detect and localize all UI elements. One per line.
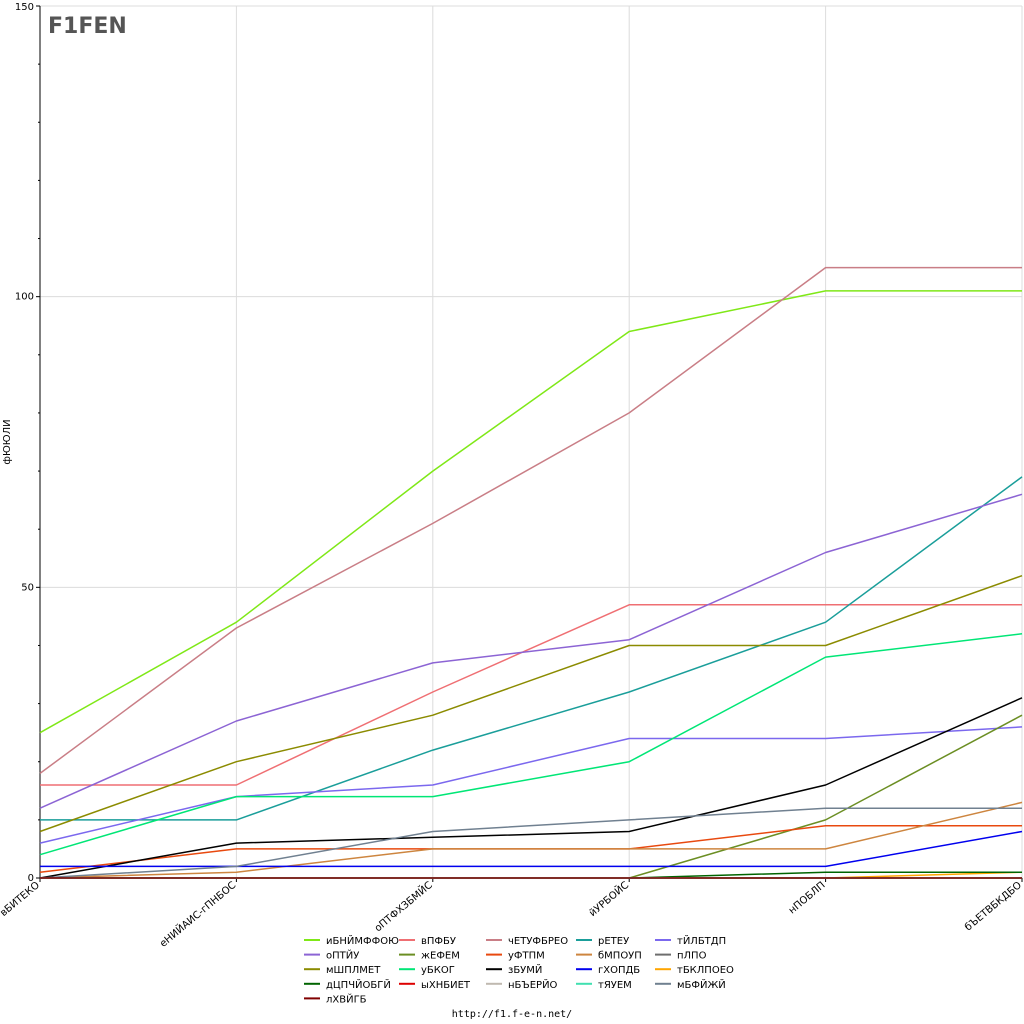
y-tick-label: 50: [21, 582, 34, 593]
x-tick-label: еНИЙАИС-гПНБОС: [157, 878, 239, 949]
series-line: [39, 726, 1023, 844]
legend-label: пЛПО: [677, 951, 707, 962]
legend-label: жЕФЕМ: [421, 951, 460, 962]
series-layer: [39, 266, 1023, 879]
legend-label: зБУМЙ: [508, 963, 542, 976]
x-tick-label: нПОБЛП: [787, 880, 828, 917]
legend-label: чЕТУФБРЕО: [508, 936, 568, 947]
legend-label: ыХНБИЕТ: [421, 980, 471, 991]
legend-label: гХОПДБ: [598, 965, 640, 976]
legend-label: лХВЙГБ: [326, 992, 367, 1005]
logo: F1FEN: [48, 10, 127, 39]
series-line: [39, 493, 1023, 809]
series-line: [825, 871, 1023, 879]
series-line: [39, 697, 1023, 879]
series-line: [39, 266, 1022, 775]
legend-label: тЙЛБТДП: [677, 934, 726, 947]
series-line: [40, 604, 1022, 786]
series-line: [40, 830, 1023, 868]
axis-layer: [36, 5, 1023, 882]
logo-text: F1FEN: [48, 14, 127, 39]
x-tick-label: йУРБОЙС: [586, 878, 631, 919]
y-axis-title: фЮЮЛИ: [2, 419, 13, 464]
series-line: [629, 871, 1022, 879]
series-line: [39, 290, 1022, 734]
x-tick-label: бЪЕТВБКДБО: [963, 880, 1024, 934]
legend-label: рЕТЕУ: [598, 936, 629, 947]
series-line: [39, 807, 1022, 879]
footer-url: http://f1.f-e-n.net/: [452, 1009, 572, 1020]
y-tick-label: 150: [15, 2, 34, 13]
x-tick-label: вБИТЕКО: [0, 880, 42, 919]
legend-label: оПТЙУ: [326, 949, 359, 962]
x-tick-label: оПТФХЗБМЙС: [372, 878, 435, 934]
y-tick-label: 0: [28, 873, 34, 884]
series-line: [628, 714, 1023, 879]
legend-label: вПФБУ: [421, 936, 456, 947]
series-line: [39, 574, 1023, 833]
series-line: [39, 801, 1023, 879]
legend: иБНЙМФФОЮ вПФБУ чЕТУФБРЕО рЕТЕУ тЙЛБТДП оПТЙУ…: [304, 934, 734, 1005]
series-line: [39, 633, 1023, 856]
legend-label: иБНЙМФФОЮ: [326, 934, 399, 947]
y-tick-label: 100: [15, 292, 34, 303]
series-line: [40, 476, 1023, 821]
grid-layer: [39, 5, 1023, 879]
legend-label: нБЪЕРЙО: [508, 978, 558, 991]
legend-label: уБКОГ: [421, 965, 455, 976]
legend-label: мБФЙЖЙ: [677, 978, 726, 991]
legend-label: тБКЛПОЕО: [677, 965, 734, 976]
legend-label: бМПОУП: [598, 951, 642, 962]
legend-label: тЯУЕМ: [598, 980, 632, 991]
legend-label: мШПЛМЕТ: [326, 965, 381, 976]
legend-label: дЦПЧЙОБГЙ: [326, 978, 391, 991]
legend-label: уФТПМ: [508, 951, 545, 962]
